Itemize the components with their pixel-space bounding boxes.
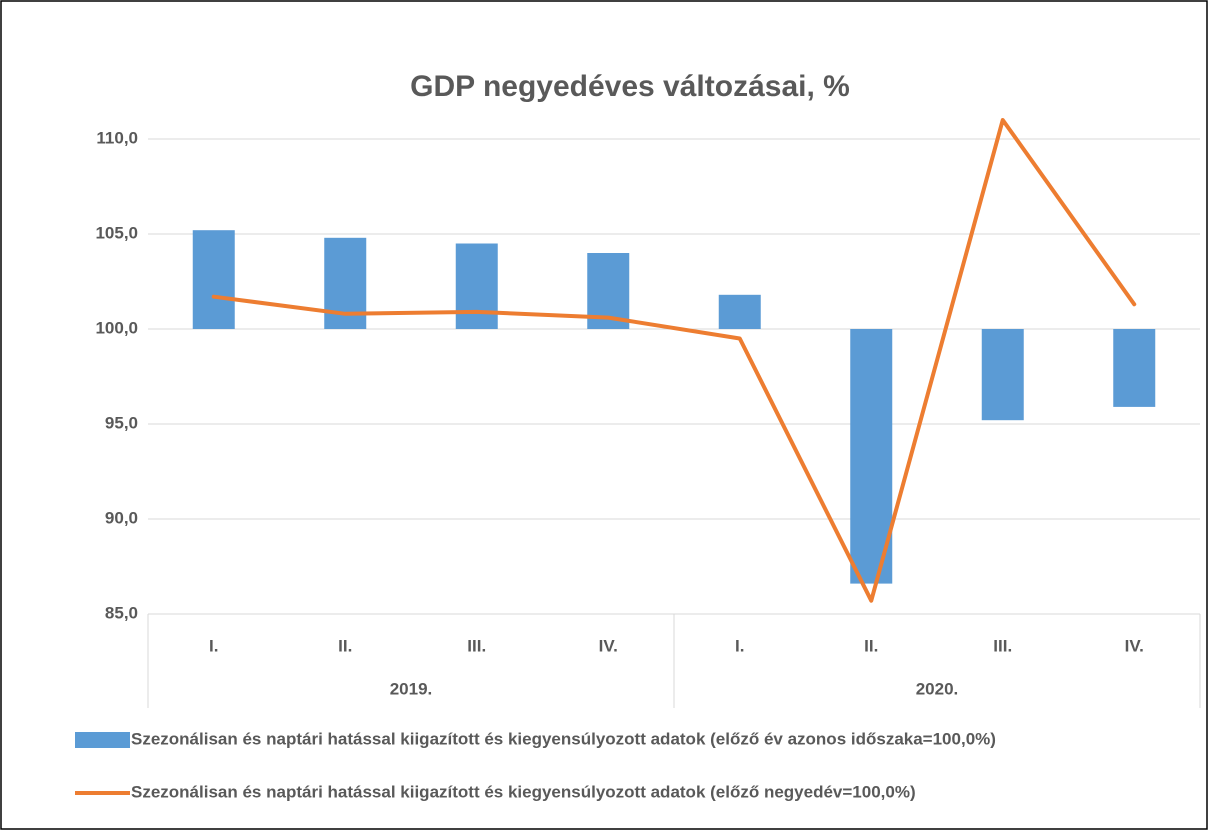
x-tick-label: IV. xyxy=(599,636,618,655)
x-tick-label: I. xyxy=(209,636,218,655)
group-label: 2019. xyxy=(390,679,433,698)
y-tick-label: 100,0 xyxy=(95,318,138,337)
bar xyxy=(981,329,1024,421)
line xyxy=(211,118,1137,603)
bar xyxy=(455,243,498,329)
y-tick-label: 85,0 xyxy=(105,603,138,622)
x-tick-label: II. xyxy=(864,636,878,655)
bar xyxy=(1113,329,1156,407)
y-tick-label: 105,0 xyxy=(95,223,138,242)
y-tick-label: 95,0 xyxy=(105,413,138,432)
bar xyxy=(192,230,235,329)
x-tick-label: IV. xyxy=(1125,636,1144,655)
legend-label: Szezonálisan és naptári hatással kiigazí… xyxy=(131,782,916,801)
bar xyxy=(718,294,761,329)
bar xyxy=(850,329,893,584)
y-tick-label: 110,0 xyxy=(96,128,138,147)
x-tick-label: II. xyxy=(338,636,352,655)
legend-label: Szezonálisan és naptári hatással kiigazí… xyxy=(131,729,996,748)
legend-swatch xyxy=(75,732,130,748)
x-tick-label: III. xyxy=(993,636,1012,655)
y-tick-label: 90,0 xyxy=(105,508,138,527)
group-label: 2020. xyxy=(916,679,959,698)
x-tick-label: III. xyxy=(467,636,486,655)
chart-title: GDP negyedéves változásai, % xyxy=(410,70,850,103)
x-tick-label: I. xyxy=(735,636,744,655)
